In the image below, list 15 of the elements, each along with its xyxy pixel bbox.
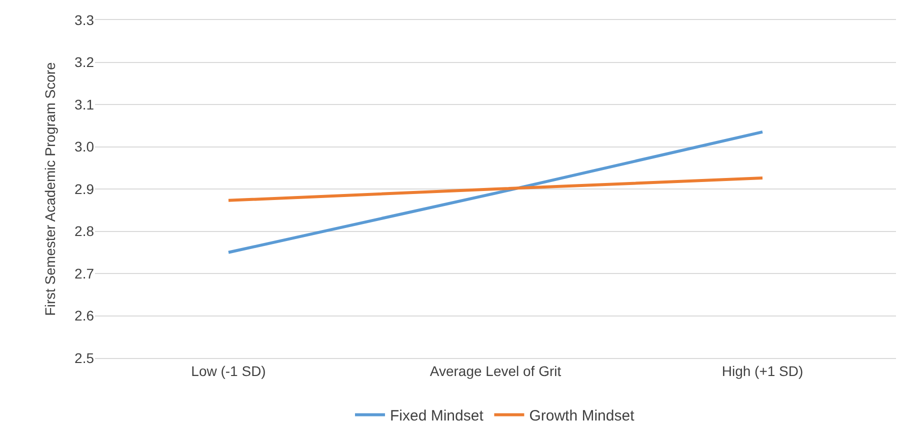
legend-label: Growth Mindset: [529, 408, 636, 425]
y-tick-label: 2.7: [74, 265, 94, 282]
y-tick-label: 2.9: [74, 180, 94, 197]
y-axis-title: First Semester Academic Program Score: [42, 62, 58, 316]
y-tick-label: 2.8: [74, 223, 94, 240]
legend-label: Fixed Mindset: [390, 408, 484, 425]
x-tick-label: Low (-1 SD): [191, 362, 266, 379]
y-tick-label: 3.2: [74, 54, 94, 70]
y-tick-label: 3.3: [74, 12, 94, 28]
x-tick-label: Average Level of Grit: [430, 362, 562, 379]
y-tick-label: 3.1: [74, 96, 94, 112]
y-tick-label: 2.6: [74, 308, 94, 324]
y-tick-label: 3.0: [74, 138, 94, 155]
y-tick-label: 2.5: [74, 350, 94, 366]
x-tick-label: High (+1 SD): [722, 362, 804, 379]
